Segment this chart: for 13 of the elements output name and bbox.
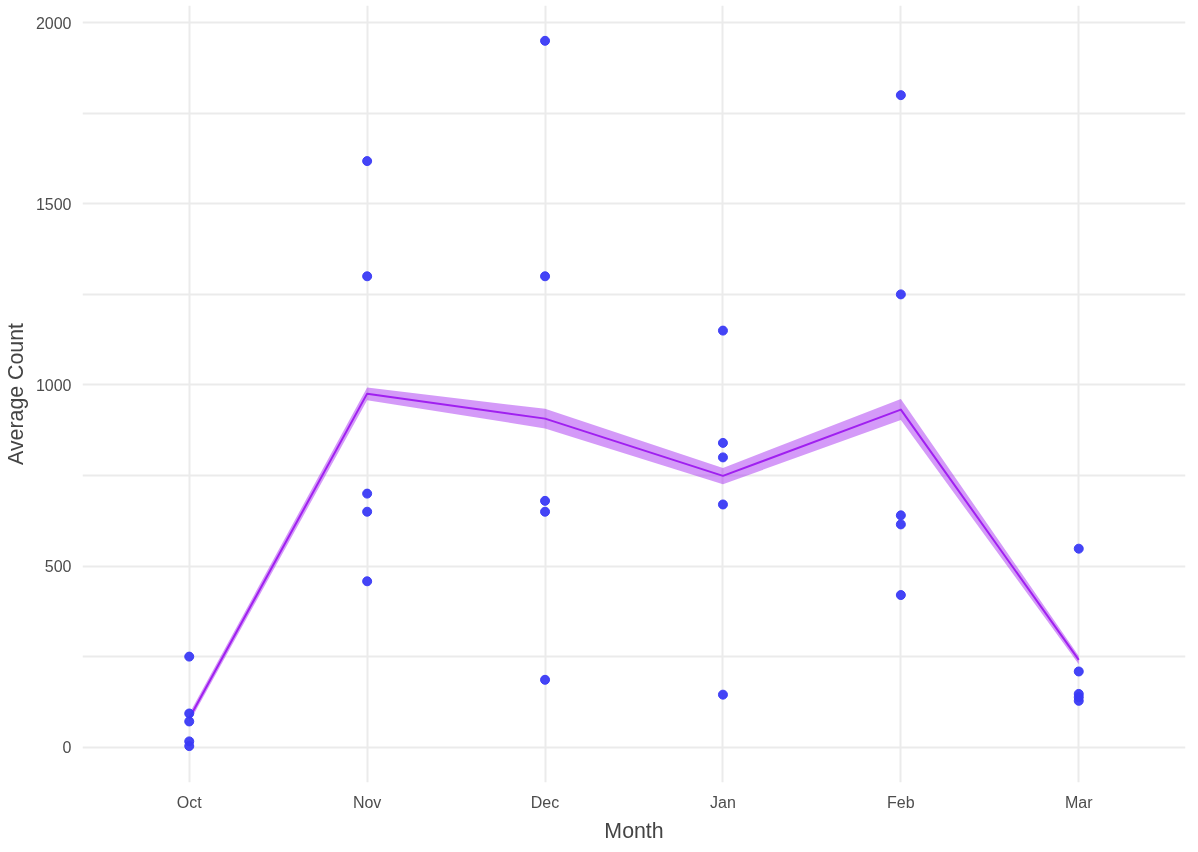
x-axis-title: Month	[604, 818, 664, 843]
y-axis-title: Average Count	[3, 322, 28, 465]
x-tick-label: Jan	[710, 793, 736, 811]
y-tick-label: 500	[44, 558, 72, 576]
y-tick-label: 2000	[35, 14, 72, 32]
x-tick-label: Nov	[352, 793, 382, 811]
y-tick-label: 1000	[35, 376, 72, 394]
y-tick-label: 1500	[35, 195, 72, 213]
x-tick-label: Oct	[176, 793, 203, 811]
x-tick-label: Dec	[530, 793, 560, 811]
x-tick-label: Feb	[887, 793, 915, 811]
x-tick-label: Mar	[1064, 793, 1094, 811]
y-tick-label: 0	[62, 739, 72, 757]
